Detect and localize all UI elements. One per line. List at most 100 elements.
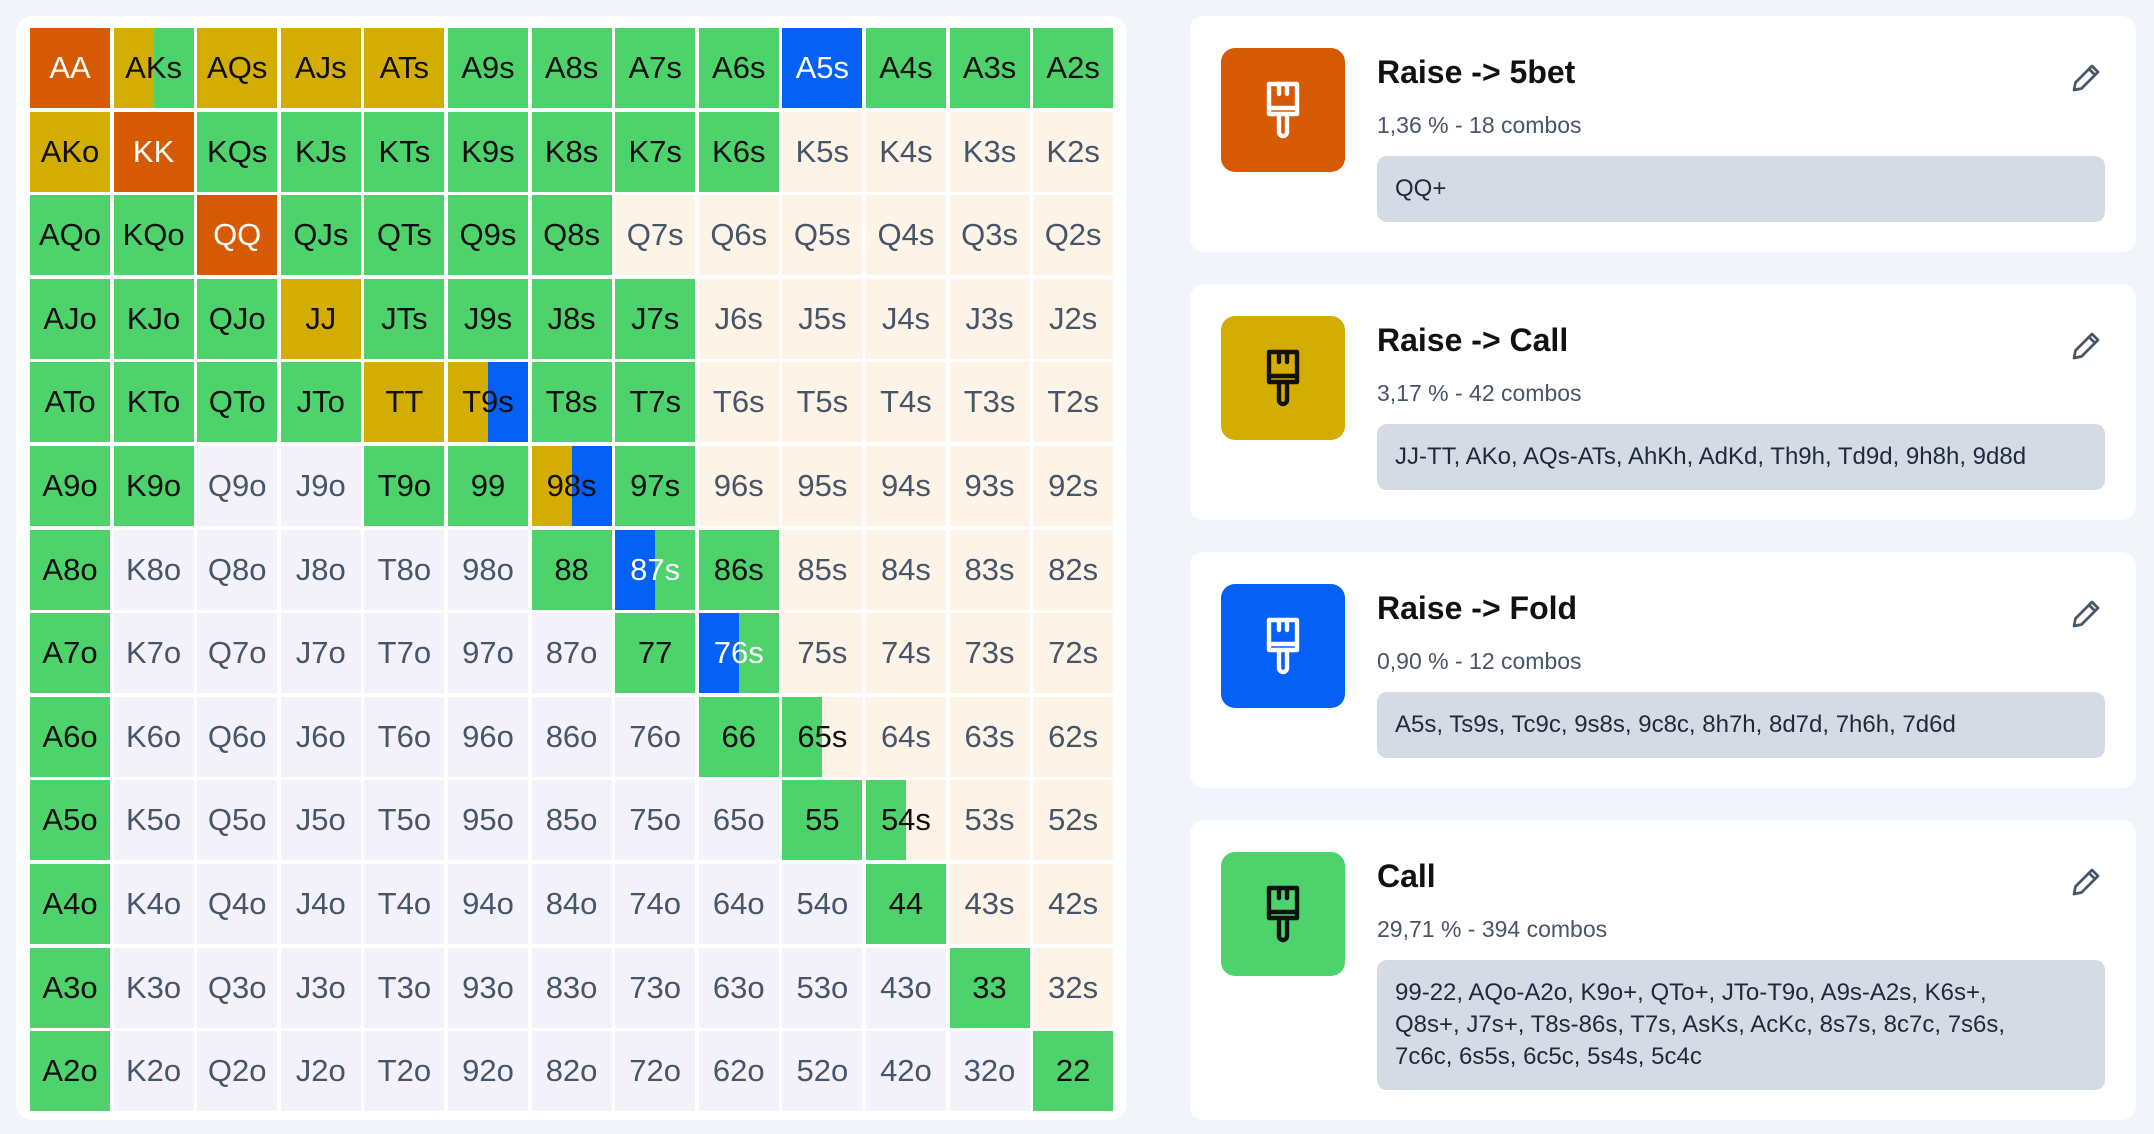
hand-cell-A5o[interactable]: A5o	[30, 780, 110, 861]
hand-cell-A7s[interactable]: A7s	[615, 28, 696, 108]
hand-cell-65o[interactable]: 65o	[698, 780, 779, 861]
paintbrush-icon[interactable]	[1221, 48, 1345, 172]
hand-cell-92s[interactable]: 92s	[1033, 445, 1114, 526]
hand-cell-QTo[interactable]: QTo	[197, 362, 278, 443]
hand-cell-77[interactable]: 77	[615, 613, 696, 694]
hand-cell-82s[interactable]: 82s	[1033, 529, 1114, 610]
pencil-icon[interactable]	[2064, 592, 2108, 636]
hand-cell-Q6o[interactable]: Q6o	[197, 696, 278, 777]
hand-cell-K2o[interactable]: K2o	[113, 1031, 194, 1112]
hand-cell-97o[interactable]: 97o	[447, 613, 528, 694]
hand-cell-Q5o[interactable]: Q5o	[197, 780, 278, 861]
hand-cell-K8o[interactable]: K8o	[113, 529, 194, 610]
hand-cell-98s[interactable]: 98s	[531, 445, 612, 526]
hand-cell-A2o[interactable]: A2o	[30, 1031, 110, 1112]
hand-cell-T7s[interactable]: T7s	[615, 362, 696, 443]
hand-cell-QJo[interactable]: QJo	[197, 278, 278, 359]
hand-cell-73s[interactable]: 73s	[949, 613, 1030, 694]
hand-cell-75s[interactable]: 75s	[782, 613, 863, 694]
hand-cell-K3s[interactable]: K3s	[949, 111, 1030, 192]
hand-cell-T6o[interactable]: T6o	[364, 696, 445, 777]
hand-cell-54s[interactable]: 54s	[865, 780, 946, 861]
hand-cell-A4s[interactable]: A4s	[865, 28, 946, 108]
hand-cell-Q7o[interactable]: Q7o	[197, 613, 278, 694]
hand-cell-Q8o[interactable]: Q8o	[197, 529, 278, 610]
hand-cell-T2s[interactable]: T2s	[1033, 362, 1114, 443]
hand-cell-54o[interactable]: 54o	[782, 863, 863, 944]
paintbrush-icon[interactable]	[1221, 316, 1345, 440]
hand-cell-ATo[interactable]: ATo	[30, 362, 110, 443]
hand-cell-KQs[interactable]: KQs	[197, 111, 278, 192]
hand-cell-Q4o[interactable]: Q4o	[197, 863, 278, 944]
hand-cell-63s[interactable]: 63s	[949, 696, 1030, 777]
hand-cell-93o[interactable]: 93o	[447, 947, 528, 1028]
hand-cell-K4o[interactable]: K4o	[113, 863, 194, 944]
hand-cell-JJ[interactable]: JJ	[280, 278, 361, 359]
hand-cell-62s[interactable]: 62s	[1033, 696, 1114, 777]
hand-cell-33[interactable]: 33	[949, 947, 1030, 1028]
hand-cell-AQs[interactable]: AQs	[197, 28, 278, 108]
hand-cell-K6o[interactable]: K6o	[113, 696, 194, 777]
hand-cell-A9s[interactable]: A9s	[447, 28, 528, 108]
hand-cell-A9o[interactable]: A9o	[30, 445, 110, 526]
hand-cell-92o[interactable]: 92o	[447, 1031, 528, 1112]
hand-cell-A6s[interactable]: A6s	[698, 28, 779, 108]
hand-cell-T8s[interactable]: T8s	[531, 362, 612, 443]
hand-cell-83s[interactable]: 83s	[949, 529, 1030, 610]
hand-cell-J5s[interactable]: J5s	[782, 278, 863, 359]
hand-cell-T3o[interactable]: T3o	[364, 947, 445, 1028]
hand-cell-99[interactable]: 99	[447, 445, 528, 526]
hand-cell-98o[interactable]: 98o	[447, 529, 528, 610]
hand-cell-53s[interactable]: 53s	[949, 780, 1030, 861]
hand-cell-K9s[interactable]: K9s	[447, 111, 528, 192]
hand-cell-Q3s[interactable]: Q3s	[949, 195, 1030, 276]
hand-cell-A3s[interactable]: A3s	[949, 28, 1030, 108]
hand-cell-66[interactable]: 66	[698, 696, 779, 777]
action-card-raise-call[interactable]: Raise -> Call 3,17 % - 42 combos JJ-TT, …	[1190, 284, 2136, 520]
hand-cell-AQo[interactable]: AQo	[30, 195, 110, 276]
hand-cell-86s[interactable]: 86s	[698, 529, 779, 610]
hand-cell-Q9s[interactable]: Q9s	[447, 195, 528, 276]
hand-cell-T5o[interactable]: T5o	[364, 780, 445, 861]
pencil-icon[interactable]	[2064, 860, 2108, 904]
hand-cell-74s[interactable]: 74s	[865, 613, 946, 694]
hand-cell-22[interactable]: 22	[1033, 1031, 1114, 1112]
hand-cell-88[interactable]: 88	[531, 529, 612, 610]
hand-cell-A5s[interactable]: A5s	[782, 28, 863, 108]
hand-cell-52o[interactable]: 52o	[782, 1031, 863, 1112]
hand-cell-43o[interactable]: 43o	[865, 947, 946, 1028]
hand-cell-K9o[interactable]: K9o	[113, 445, 194, 526]
hand-cell-AJo[interactable]: AJo	[30, 278, 110, 359]
hand-cell-44[interactable]: 44	[865, 863, 946, 944]
hand-cell-ATs[interactable]: ATs	[364, 28, 445, 108]
hand-cell-Q4s[interactable]: Q4s	[865, 195, 946, 276]
hand-cell-93s[interactable]: 93s	[949, 445, 1030, 526]
hand-cell-J2o[interactable]: J2o	[280, 1031, 361, 1112]
hand-cell-AKs[interactable]: AKs	[113, 28, 194, 108]
hand-cell-J7o[interactable]: J7o	[280, 613, 361, 694]
hand-cell-KTo[interactable]: KTo	[113, 362, 194, 443]
hand-cell-96s[interactable]: 96s	[698, 445, 779, 526]
hand-cell-J8o[interactable]: J8o	[280, 529, 361, 610]
action-card-raise-5bet[interactable]: Raise -> 5bet 1,36 % - 18 combos QQ+	[1190, 16, 2136, 252]
hand-cell-84o[interactable]: 84o	[531, 863, 612, 944]
hand-cell-AA[interactable]: AA	[30, 28, 110, 108]
action-card-raise-fold[interactable]: Raise -> Fold 0,90 % - 12 combos A5s, Ts…	[1190, 552, 2136, 788]
hand-cell-KTs[interactable]: KTs	[364, 111, 445, 192]
hand-cell-84s[interactable]: 84s	[865, 529, 946, 610]
hand-cell-J9o[interactable]: J9o	[280, 445, 361, 526]
paintbrush-icon[interactable]	[1221, 852, 1345, 976]
hand-cell-A8o[interactable]: A8o	[30, 529, 110, 610]
hand-cell-J9s[interactable]: J9s	[447, 278, 528, 359]
hand-cell-J7s[interactable]: J7s	[615, 278, 696, 359]
hand-cell-32o[interactable]: 32o	[949, 1031, 1030, 1112]
hand-cell-K3o[interactable]: K3o	[113, 947, 194, 1028]
action-card-call[interactable]: Call 29,71 % - 394 combos 99-22, AQo-A2o…	[1190, 820, 2136, 1120]
hand-cell-J6o[interactable]: J6o	[280, 696, 361, 777]
hand-cell-TT[interactable]: TT	[364, 362, 445, 443]
hand-cell-94s[interactable]: 94s	[865, 445, 946, 526]
hand-cell-87s[interactable]: 87s	[615, 529, 696, 610]
hand-cell-Q3o[interactable]: Q3o	[197, 947, 278, 1028]
hand-cell-J6s[interactable]: J6s	[698, 278, 779, 359]
hand-cell-J8s[interactable]: J8s	[531, 278, 612, 359]
